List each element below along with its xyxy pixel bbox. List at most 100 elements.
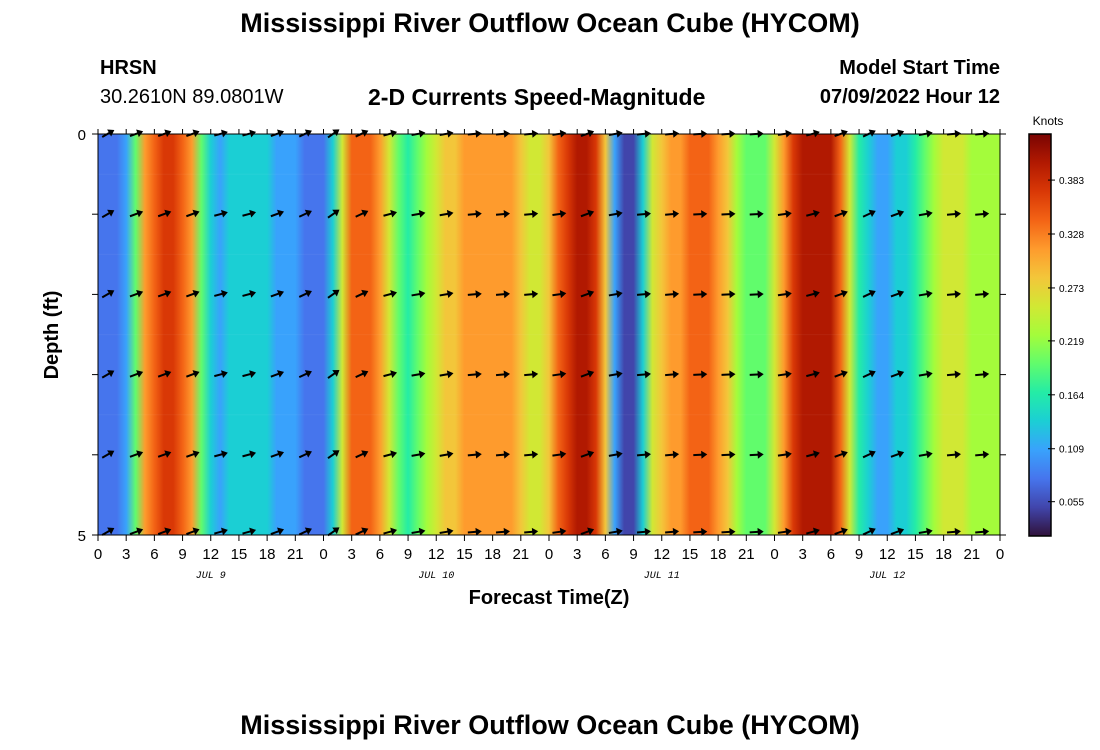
current-vector-arrow — [721, 210, 736, 219]
vector-head — [192, 209, 200, 218]
current-vector-arrow — [129, 370, 144, 378]
current-vector-arrow — [693, 370, 708, 379]
vector-head — [672, 210, 680, 219]
current-vector-arrow — [157, 527, 172, 536]
current-vector-arrow — [524, 370, 539, 379]
vector-head — [107, 527, 115, 535]
current-vector-arrow — [467, 450, 482, 459]
current-vector-arrow — [862, 527, 876, 536]
current-vector-arrow — [665, 370, 680, 379]
vector-head — [418, 209, 426, 218]
current-vector-arrow — [214, 370, 228, 378]
current-vector-arrow — [270, 450, 285, 458]
current-vector-arrow — [693, 450, 708, 459]
x-axis-label: Forecast Time(Z) — [469, 587, 630, 609]
current-vector-arrow — [157, 450, 172, 458]
date-label: JUL 12 — [869, 571, 905, 582]
current-vector-arrow — [327, 450, 340, 460]
vector-head — [475, 370, 482, 379]
current-vector-arrow — [242, 450, 257, 459]
current-vector-arrow — [552, 209, 567, 218]
vector-head — [475, 290, 482, 299]
vector-head — [812, 209, 820, 218]
current-vector-arrow — [383, 527, 398, 536]
x-tick-label: 15 — [456, 546, 473, 563]
current-vector-arrow — [580, 370, 595, 378]
vector-head — [164, 129, 172, 138]
current-vector-arrow — [355, 527, 369, 536]
current-vector-arrow — [946, 370, 961, 379]
x-tick-label: 15 — [907, 546, 924, 563]
vector-head — [361, 370, 369, 378]
current-vector-arrow — [214, 209, 228, 218]
colorbar-gradient — [1028, 133, 1052, 537]
current-vector-arrow — [834, 527, 848, 536]
x-tick-label: 21 — [738, 546, 755, 563]
current-vector-arrow — [975, 527, 990, 536]
vector-head — [897, 289, 905, 298]
colorbar-label: Knots — [1033, 114, 1064, 128]
current-vector-arrow — [552, 290, 567, 299]
vector-head — [475, 527, 482, 536]
vector-head — [897, 129, 905, 138]
vector-head — [559, 370, 567, 379]
current-vector-arrow — [806, 209, 820, 218]
vector-head — [757, 370, 764, 379]
vector-head — [982, 210, 990, 219]
x-tick-label: 18 — [710, 546, 727, 563]
x-tick-label: 3 — [799, 546, 807, 563]
current-vector-arrow — [946, 210, 961, 219]
current-vector-arrow — [439, 370, 454, 379]
vector-head — [982, 450, 990, 459]
current-vector-arrow — [242, 209, 257, 218]
current-vector-arrow — [186, 209, 200, 218]
current-vector-arrow — [186, 289, 200, 298]
current-vector-arrow — [636, 527, 651, 536]
vector-head — [785, 209, 792, 218]
page-title: Mississippi River Outflow Ocean Cube (HY… — [240, 8, 860, 38]
vector-head — [587, 289, 595, 298]
vector-head — [559, 290, 567, 299]
speed-heatmap — [98, 134, 1000, 535]
current-vector-arrow — [129, 289, 144, 298]
current-vector-arrow — [806, 290, 820, 298]
vector-head — [868, 129, 876, 137]
current-vector-arrow — [101, 289, 115, 299]
colorbar: Knots 0.055 0.109 0.164 0.219 0.273 0.328 0.38… — [1028, 114, 1084, 537]
vector-head — [107, 370, 115, 378]
vector-head — [361, 289, 369, 298]
current-vector-arrow — [298, 370, 312, 379]
vector-head — [446, 209, 454, 218]
vector-head — [220, 290, 228, 298]
x-tick-label: 9 — [178, 546, 186, 563]
current-vector-arrow — [721, 290, 736, 299]
vector-head — [897, 209, 905, 218]
vector-head — [361, 450, 369, 458]
vector-head — [390, 290, 398, 298]
current-vector-arrow — [777, 527, 792, 536]
x-tick-label: 21 — [512, 546, 529, 563]
vector-head — [277, 450, 285, 458]
vector-head — [954, 527, 961, 536]
vector-head — [164, 289, 172, 298]
vector-head — [897, 370, 905, 378]
vector-head — [390, 129, 398, 138]
vector-head — [249, 129, 257, 138]
current-vector-arrow — [918, 209, 933, 218]
model-start-label: Model Start Time — [839, 57, 1000, 79]
vector-head — [672, 527, 680, 536]
current-vector-arrow — [777, 290, 792, 299]
y-axis: 05 — [78, 127, 1006, 545]
vector-head — [304, 450, 312, 458]
current-vector-arrow — [862, 289, 876, 298]
current-vector-arrow — [467, 210, 482, 219]
current-vector-arrow — [270, 289, 285, 298]
current-vector-arrow — [270, 209, 285, 218]
vector-head — [192, 289, 200, 298]
x-tick-label: 3 — [573, 546, 581, 563]
current-vector-arrow — [327, 289, 340, 299]
vector-head — [897, 450, 905, 458]
vector-head — [954, 450, 961, 459]
vector-head — [277, 370, 285, 378]
vector-head — [107, 450, 115, 458]
